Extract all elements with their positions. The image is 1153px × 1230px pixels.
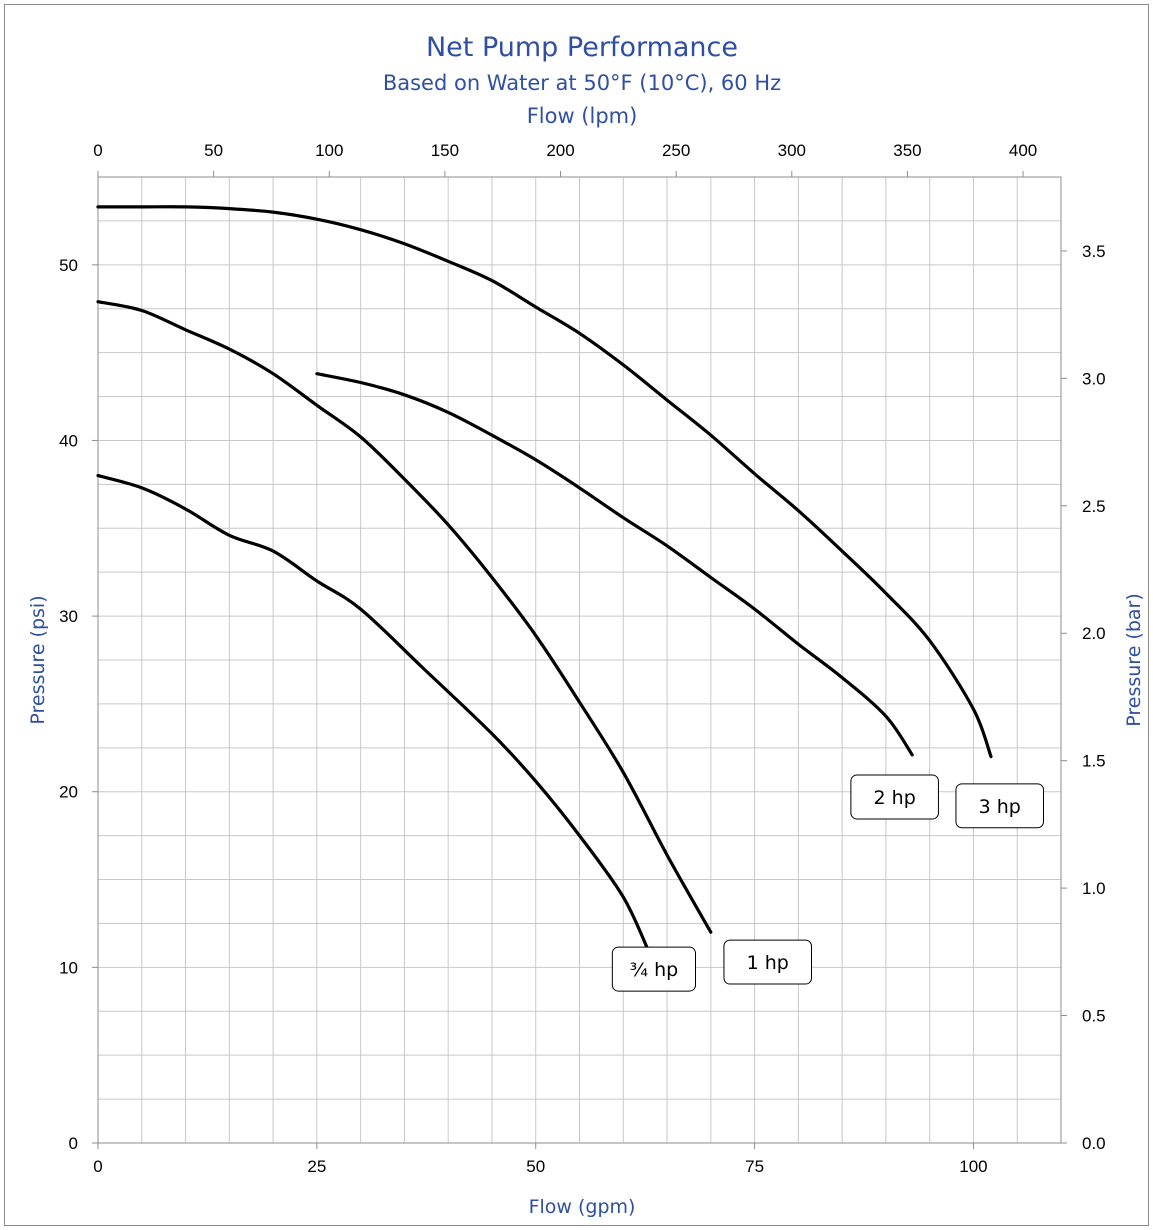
y2-tick-label: 0.5: [1082, 1007, 1106, 1026]
x-tick-label: 100: [959, 1157, 987, 1176]
ticks: [92, 171, 1067, 1149]
y2-axis-title: Pressure (bar): [1123, 593, 1145, 727]
curve-label-box: [611, 946, 696, 992]
x-top-tick-label: 100: [315, 141, 343, 160]
x-tick-label: 75: [745, 1157, 764, 1176]
y-tick-label: 30: [59, 607, 78, 626]
curves: [96, 205, 993, 955]
chart-subtitle: Based on Water at 50°F (10°C), 60 Hz: [383, 71, 781, 95]
y2-tick-label: 2.0: [1082, 624, 1106, 643]
y-tick-label: 0: [69, 1134, 78, 1153]
curve-label-box: [850, 774, 939, 820]
y-tick-label: 40: [59, 431, 78, 450]
curve-hp-hp: [96, 474, 652, 955]
curve-3hp-hp: [96, 205, 993, 759]
x-tick-label: 50: [526, 1157, 545, 1176]
curve-label-text: 2 hp: [874, 787, 916, 809]
plot-area-border: [97, 176, 1062, 1144]
gridlines: [98, 177, 1061, 1143]
y-tick-label: 10: [59, 958, 78, 977]
y2-tick-label: 1.0: [1082, 879, 1106, 898]
y2-tick-label: 0.0: [1082, 1134, 1106, 1153]
curve-label-text: 3 hp: [979, 796, 1021, 818]
chart-title: Net Pump Performance: [426, 32, 738, 63]
tick-labels: 0 25 50 75 100 0 10 20 30 40 50 0 50 100 150 200 250 300 3…: [59, 141, 1106, 1176]
x-tick-label: 25: [307, 1157, 326, 1176]
curve-2hp-hp: [315, 372, 914, 757]
x-top-tick-label: 150: [431, 141, 459, 160]
top-x-axis-title: Flow (lpm): [527, 104, 638, 128]
y-tick-label: 20: [59, 783, 78, 802]
x-tick-label: 0: [93, 1157, 102, 1176]
y-axis-title: Pressure (psi): [27, 595, 49, 724]
curve-label-box: [955, 783, 1044, 829]
x-top-tick-label: 250: [662, 141, 690, 160]
x-top-tick-label: 400: [1009, 141, 1037, 160]
x-top-tick-label: 200: [546, 141, 574, 160]
curve-label-text: 1 hp: [747, 952, 789, 974]
plot-border: [97, 176, 1062, 1144]
y2-tick-label: 3.0: [1082, 369, 1106, 388]
x-top-tick-label: 0: [93, 141, 102, 160]
curve-label-text: ¾ hp: [630, 959, 679, 981]
x-top-tick-label: 300: [778, 141, 806, 160]
y2-tick-label: 1.5: [1082, 752, 1106, 771]
curve-label-box: [723, 939, 812, 985]
curve-labels: ¾ hp 1 hp 2 hp 3 hp: [611, 774, 1044, 992]
curve-1hp-hp: [96, 300, 713, 934]
x-axis-title: Flow (gpm): [529, 1196, 636, 1218]
x-top-tick-label: 50: [204, 141, 223, 160]
y-tick-label: 50: [59, 256, 78, 275]
y2-tick-label: 2.5: [1082, 497, 1106, 516]
y2-tick-label: 3.5: [1082, 242, 1106, 261]
x-top-tick-label: 350: [893, 141, 921, 160]
